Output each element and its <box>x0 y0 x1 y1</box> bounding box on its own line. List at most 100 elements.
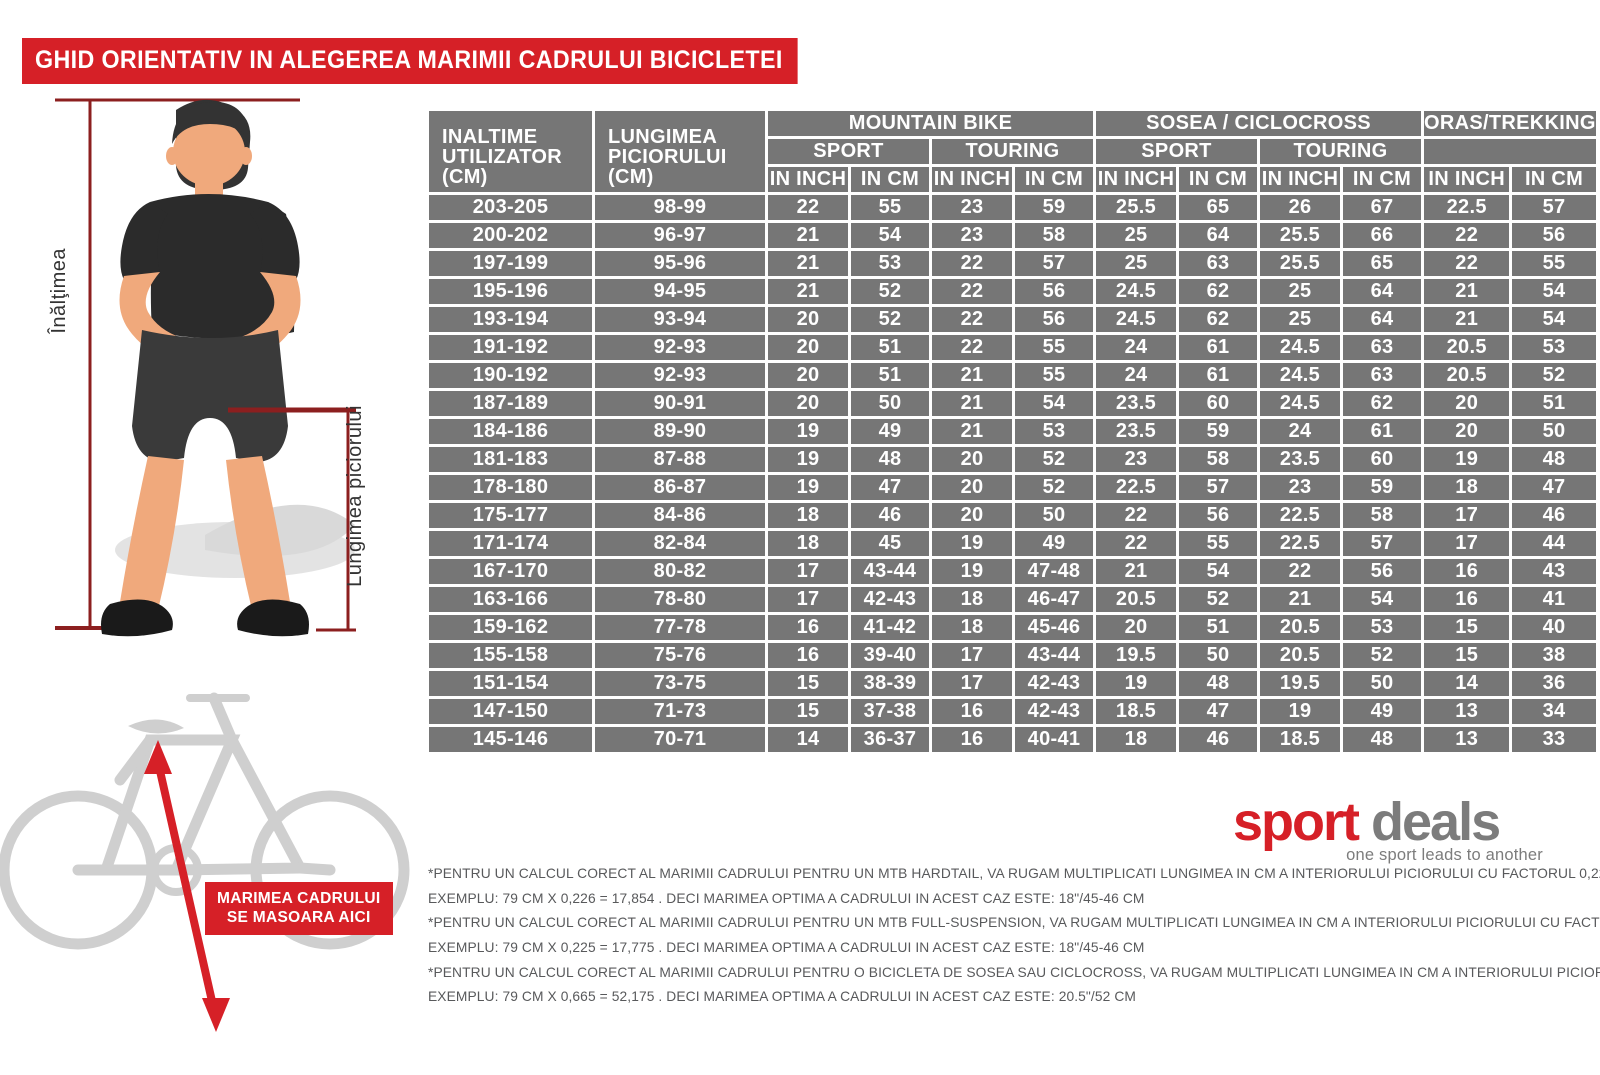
unit-header: IN CM <box>1015 167 1093 192</box>
cell-size-value: 64 <box>1343 279 1421 304</box>
cell-user-height: 167-170 <box>429 559 592 584</box>
cell-size-value: 22 <box>1096 503 1176 528</box>
table-row: 193-194 93-94 20 52 22 56 24.5 62 25 64 21 54 <box>429 307 1596 332</box>
rider-illustration: Înălţimea Lungimea piciorului MARIMEA CA… <box>0 80 420 1070</box>
cell-size-value: 25.5 <box>1260 251 1340 276</box>
cell-size-value: 63 <box>1343 363 1421 388</box>
leg-length-dimension-label: Lungimea piciorului <box>344 405 366 587</box>
col-header-leg-length: LUNGIMEA PICIORULUI (CM) <box>595 111 765 192</box>
cell-user-height: 197-199 <box>429 251 592 276</box>
cell-size-value: 24 <box>1260 419 1340 444</box>
cell-size-value: 22.5 <box>1260 503 1340 528</box>
cell-size-value: 20.5 <box>1096 587 1176 612</box>
cell-size-value: 15 <box>768 671 848 696</box>
unit-header: IN CM <box>851 167 929 192</box>
cell-size-value: 54 <box>851 223 929 248</box>
header-row-category: INALTIME UTILIZATOR (CM) LUNGIMEA PICIOR… <box>429 111 1596 192</box>
cell-user-height: 191-192 <box>429 335 592 360</box>
cell-size-value: 60 <box>1179 391 1257 416</box>
cell-size-value: 23.5 <box>1096 419 1176 444</box>
table-row: 195-196 94-95 21 52 22 56 24.5 62 25 64 21 54 <box>429 279 1596 304</box>
cell-size-value: 53 <box>1343 615 1421 640</box>
footnote-line: *PENTRU UN CALCUL CORECT AL MARIMII CADR… <box>428 963 1600 980</box>
cell-size-value: 17 <box>1424 503 1510 528</box>
cell-size-value: 52 <box>851 279 929 304</box>
page-title: GHID ORIENTATIV IN ALEGEREA MARIMII CADR… <box>22 38 798 84</box>
cell-size-value: 60 <box>1343 447 1421 472</box>
cell-user-height: 200-202 <box>429 223 592 248</box>
cell-size-value: 23 <box>1096 447 1176 472</box>
cell-size-value: 48 <box>1343 727 1421 752</box>
frame-size-arrow <box>144 740 230 1032</box>
cell-size-value: 18 <box>768 503 848 528</box>
cell-size-value: 48 <box>1512 447 1596 472</box>
footnote-line: *PENTRU UN CALCUL CORECT AL MARIMII CADR… <box>428 865 1600 881</box>
cell-size-value: 23 <box>932 223 1012 248</box>
cell-size-value: 13 <box>1424 699 1510 724</box>
cell-size-value: 58 <box>1179 447 1257 472</box>
cell-size-value: 25.5 <box>1096 195 1176 220</box>
cell-user-height: 203-205 <box>429 195 592 220</box>
unit-header: IN INCH <box>1260 167 1340 192</box>
cell-size-value: 21 <box>932 419 1012 444</box>
cell-size-value: 24.5 <box>1096 307 1176 332</box>
cell-size-value: 21 <box>768 279 848 304</box>
cell-size-value: 21 <box>932 391 1012 416</box>
cell-size-value: 48 <box>1179 671 1257 696</box>
cell-size-value: 52 <box>851 307 929 332</box>
category-road-cyclocross: SOSEA / CICLOCROSS <box>1096 111 1421 136</box>
cell-size-value: 42-43 <box>1015 671 1093 696</box>
bike-size-table: INALTIME UTILIZATOR (CM) LUNGIMEA PICIOR… <box>426 108 1599 755</box>
cell-size-value: 53 <box>1512 335 1596 360</box>
cell-size-value: 23.5 <box>1260 447 1340 472</box>
cell-leg-length: 94-95 <box>595 279 765 304</box>
cell-size-value: 43 <box>1512 559 1596 584</box>
cell-size-value: 19 <box>768 447 848 472</box>
cell-size-value: 22 <box>932 307 1012 332</box>
cell-size-value: 21 <box>1260 587 1340 612</box>
cell-size-value: 56 <box>1015 307 1093 332</box>
cell-user-height: 187-189 <box>429 391 592 416</box>
cell-size-value: 36-37 <box>851 727 929 752</box>
cell-size-value: 23.5 <box>1096 391 1176 416</box>
cell-size-value: 20 <box>768 335 848 360</box>
cell-size-value: 57 <box>1343 531 1421 556</box>
cell-size-value: 20 <box>1424 419 1510 444</box>
footnote-line: *PENTRU UN CALCUL CORECT AL MARIMII CADR… <box>428 914 1600 931</box>
cell-size-value: 26 <box>1260 195 1340 220</box>
cell-size-value: 49 <box>1015 531 1093 556</box>
cell-size-value: 52 <box>1343 643 1421 668</box>
cell-size-value: 25.5 <box>1260 223 1340 248</box>
cell-size-value: 50 <box>1343 671 1421 696</box>
cell-size-value: 48 <box>851 447 929 472</box>
cell-size-value: 21 <box>932 363 1012 388</box>
cell-size-value: 19.5 <box>1260 671 1340 696</box>
cell-size-value: 63 <box>1179 251 1257 276</box>
cell-size-value: 20 <box>1424 391 1510 416</box>
cell-leg-length: 75-76 <box>595 643 765 668</box>
cell-size-value: 20 <box>768 391 848 416</box>
cell-size-value: 61 <box>1179 363 1257 388</box>
logo-word-deals: deals <box>1371 792 1501 852</box>
table-row: 184-186 89-90 19 49 21 53 23.5 59 24 61 20 50 <box>429 419 1596 444</box>
cell-size-value: 43-44 <box>851 559 929 584</box>
cell-size-value: 53 <box>851 251 929 276</box>
cell-size-value: 20 <box>932 475 1012 500</box>
rider-and-bike-svg <box>0 98 410 1032</box>
cell-size-value: 20 <box>768 363 848 388</box>
cell-user-height: 163-166 <box>429 587 592 612</box>
cell-leg-length: 73-75 <box>595 671 765 696</box>
category-mountain-bike: MOUNTAIN BIKE <box>768 111 1093 136</box>
unit-header: IN INCH <box>768 167 848 192</box>
cell-size-value: 19 <box>1424 447 1510 472</box>
cell-size-value: 24.5 <box>1096 279 1176 304</box>
cell-leg-length: 96-97 <box>595 223 765 248</box>
cell-size-value: 21 <box>1424 307 1510 332</box>
cell-user-height: 190-192 <box>429 363 592 388</box>
cell-size-value: 50 <box>1015 503 1093 528</box>
cell-size-value: 22 <box>1424 251 1510 276</box>
unit-header: IN CM <box>1343 167 1421 192</box>
cell-size-value: 59 <box>1015 195 1093 220</box>
footnote-line: EXEMPLU: 79 CM X 0,226 = 17,854 . DECI M… <box>428 889 1145 906</box>
header-row-units: IN INCH IN CM IN INCH IN CM IN INCH IN CM IN I… <box>429 167 1596 192</box>
